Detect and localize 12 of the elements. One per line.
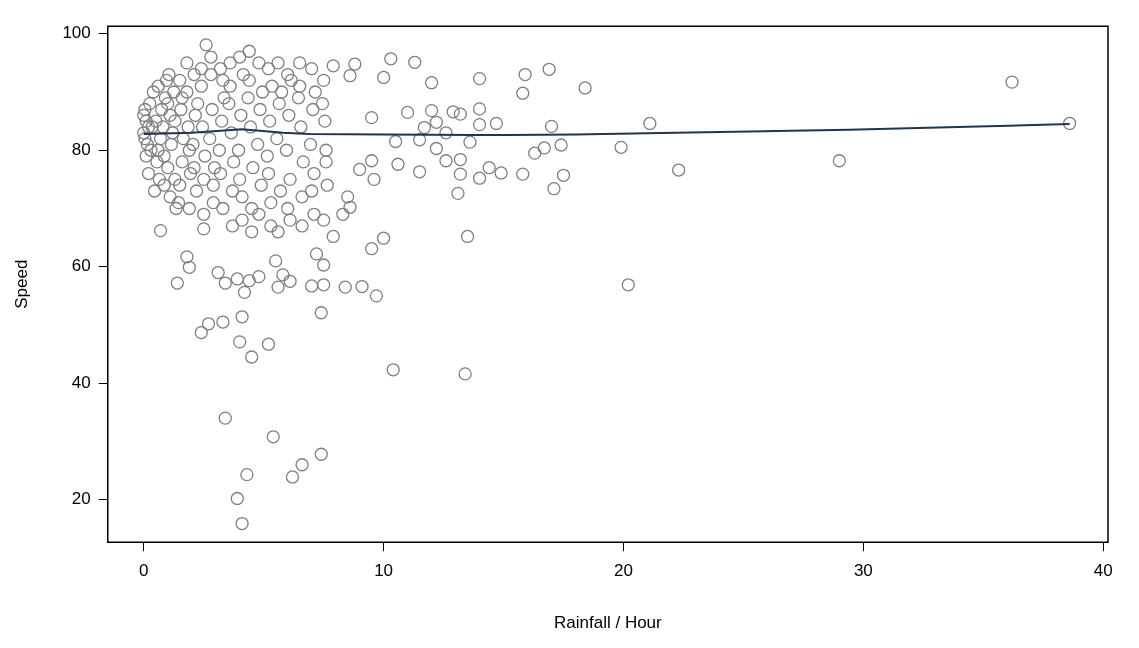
- y-tick-label: 100: [62, 23, 91, 43]
- y-tick-label: 60: [71, 256, 91, 276]
- x-axis-title: Rainfall / Hour: [554, 613, 663, 633]
- y-axis-title: Speed: [11, 259, 31, 309]
- y-tick-label: 40: [71, 372, 91, 392]
- x-tick-label: 20: [614, 561, 633, 581]
- x-tick-label: 30: [853, 561, 873, 581]
- y-tick-label: 80: [71, 139, 91, 159]
- x-tick-label: 40: [1093, 561, 1113, 581]
- x-tick-label: 0: [139, 561, 149, 581]
- y-tick-label: 20: [71, 489, 91, 509]
- x-tick-label: 10: [374, 561, 394, 581]
